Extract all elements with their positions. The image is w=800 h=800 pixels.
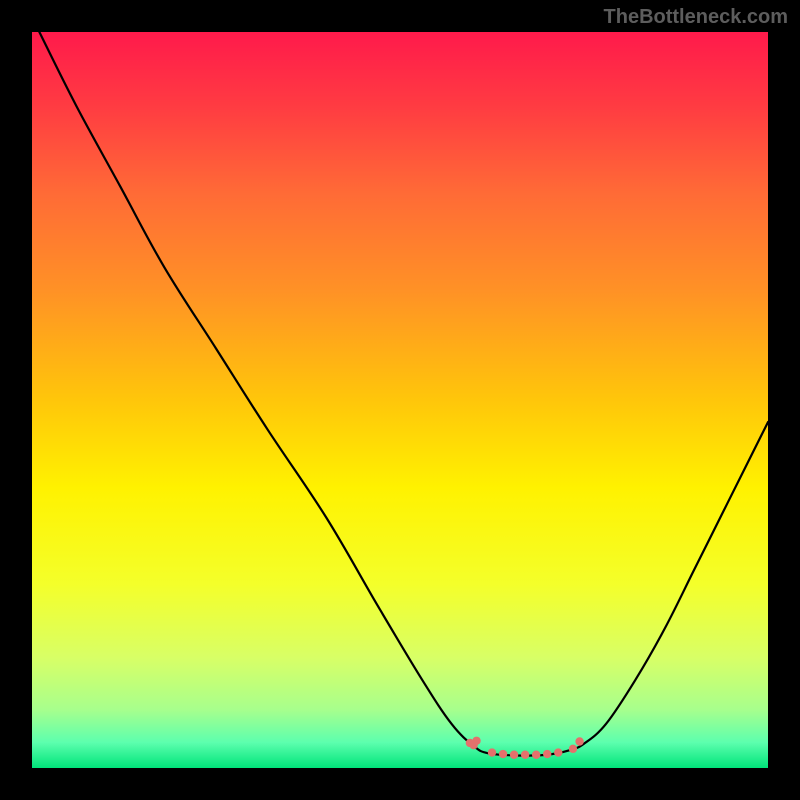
marker-dot [510,751,518,759]
marker-dot [569,745,577,753]
marker-dot [521,751,529,759]
bottleneck-curve [39,32,768,756]
marker-dot [543,750,551,758]
curve-markers [466,737,584,759]
marker-dot [554,748,562,756]
marker-dot [532,751,540,759]
curve-layer [32,32,768,768]
chart-container: TheBottleneck.com [0,0,800,800]
marker-dot [499,750,507,758]
marker-dot [488,748,496,756]
marker-dot [472,737,480,745]
marker-dot [575,737,583,745]
plot-area [32,32,768,768]
watermark-text: TheBottleneck.com [604,6,788,29]
